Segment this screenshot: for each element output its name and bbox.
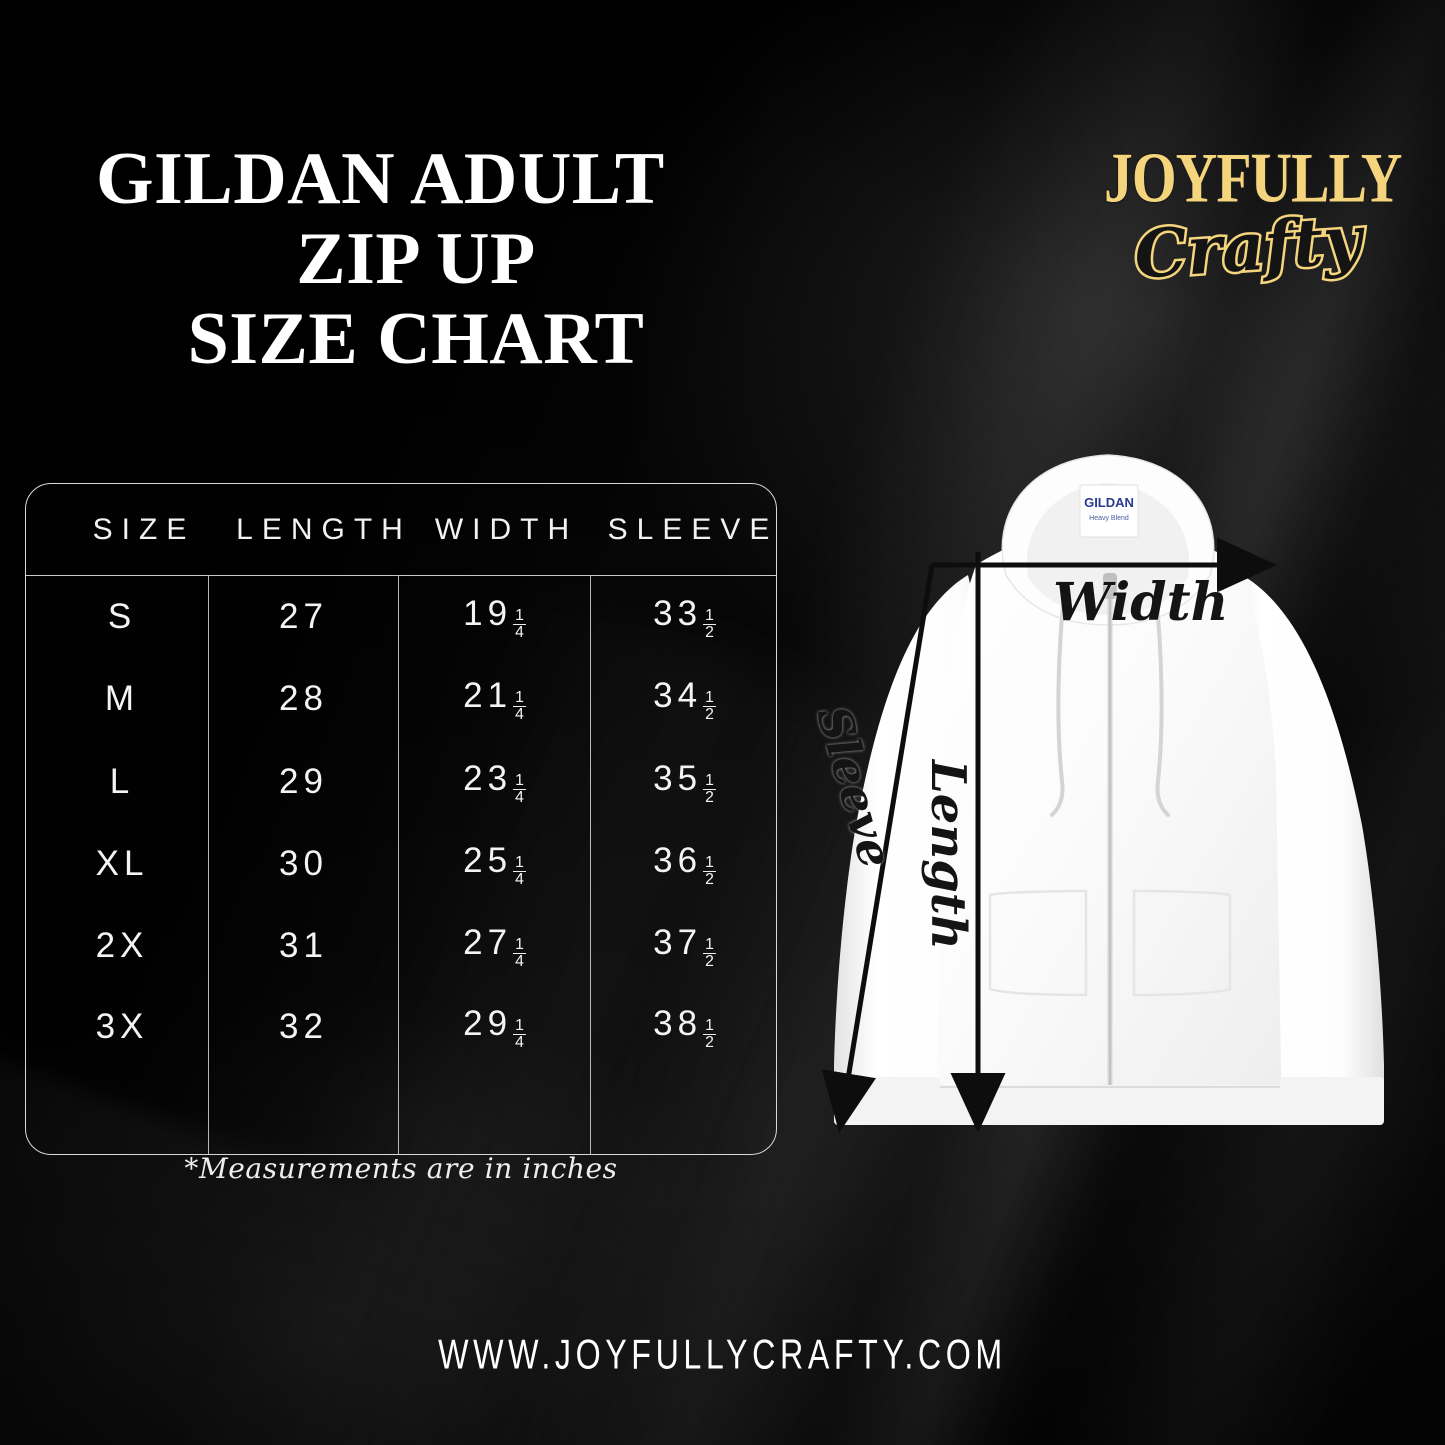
cell-width: 25 1 4: [463, 840, 526, 888]
brand-logo: JOYFULLY Crafty: [1098, 137, 1404, 318]
table-column-divider: [398, 575, 400, 1154]
table-row: 2X 31 27 1 4 37 1 2: [26, 905, 776, 987]
page-title-line-1: GILDAN ADULT: [96, 138, 665, 220]
cell-sleeve: 38 1 2: [653, 1003, 716, 1051]
cell-length: 30: [279, 844, 328, 883]
cell-width: 27 1 4: [463, 922, 526, 970]
brand-logo-wordmark: JOYFULLY: [1103, 137, 1404, 218]
hoodie-drawstring-left: [1050, 591, 1066, 817]
cell-length: 31: [279, 926, 328, 965]
cell-length: 32: [279, 1007, 328, 1046]
measurement-note: *Measurements are in inches: [184, 1152, 618, 1185]
column-header-sleeve: SLEEVE: [607, 512, 779, 546]
width-annotation-label: Width: [1053, 572, 1229, 633]
cell-width: 23 1 4: [463, 758, 526, 806]
hoodie-product-image: GILDAN Heavy Blend: [790, 425, 1430, 1155]
cell-size: 2X: [95, 926, 149, 965]
cell-width: 29 1 4: [463, 1003, 526, 1051]
hoodie-cuff-right: [1280, 1077, 1384, 1125]
cell-length: 27: [279, 597, 328, 636]
cell-sleeve: 35 1 2: [653, 758, 716, 806]
hoodie-pocket-right: [1132, 889, 1232, 997]
cell-size: XL: [95, 844, 149, 883]
cell-length: 29: [279, 762, 328, 801]
page-title: GILDAN ADULT ZIP UP SIZE CHART: [96, 142, 736, 376]
cell-size: L: [109, 762, 135, 801]
hoodie-hood-inner: [1026, 483, 1190, 615]
cell-sleeve: 33 1 2: [653, 593, 716, 641]
table-header-divider: [26, 575, 776, 577]
length-annotation-label: Length: [920, 760, 976, 950]
cell-sleeve: 37 1 2: [653, 922, 716, 970]
page-title-line-2: ZIP UP: [296, 218, 536, 300]
cell-sleeve: 34 1 2: [653, 675, 716, 723]
table-body: S 27 19 1 4 33 1 2 M 28 21 1 4 34 1 2 L 29 23 1 4 35 1 2 XL 30 25 1…: [26, 576, 776, 1154]
table-column-divider: [208, 575, 210, 1154]
column-header-length: LENGTH: [236, 512, 412, 546]
cell-length: 28: [279, 679, 328, 718]
hoodie-pocket-left: [988, 889, 1088, 997]
neck-label: [1079, 484, 1139, 538]
table-row: L 29 23 1 4 35 1 2: [26, 741, 776, 823]
column-header-width: WIDTH: [434, 512, 579, 546]
zipper-pull: [1103, 573, 1117, 599]
cell-sleeve: 36 1 2: [653, 840, 716, 888]
page-title-line-3: SIZE CHART: [187, 298, 645, 380]
table-header-row: SIZE LENGTH WIDTH SLEEVE: [26, 484, 776, 575]
table-row: S 27 19 1 4 33 1 2: [26, 576, 776, 658]
size-table: SIZE LENGTH WIDTH SLEEVE S 27 19 1 4 33 1 2 M 28 2…: [25, 483, 777, 1155]
table-row: 3X 32 29 1 4 38 1 2: [26, 986, 776, 1068]
footer-website-url[interactable]: WWW.JOYFULLYCRAFTY.COM: [438, 1332, 1007, 1379]
brand-label-text: GILDAN: [1084, 495, 1134, 510]
hoodie-drawstring-right: [1154, 591, 1170, 817]
table-column-divider: [590, 575, 592, 1154]
hoodie-cuff-left: [834, 1077, 940, 1125]
cell-size: M: [104, 679, 140, 718]
cell-width: 19 1 4: [463, 593, 526, 641]
table-row: XL 30 25 1 4 36 1 2: [26, 823, 776, 905]
column-header-size: SIZE: [92, 512, 196, 546]
hoodie-hem: [936, 1085, 1282, 1125]
brand-sublabel-text: Heavy Blend: [1089, 515, 1129, 522]
table-row: M 28 21 1 4 34 1 2: [26, 658, 776, 740]
cell-width: 21 1 4: [463, 675, 526, 723]
cell-size: 3X: [95, 1007, 149, 1046]
cell-size: S: [107, 597, 137, 636]
